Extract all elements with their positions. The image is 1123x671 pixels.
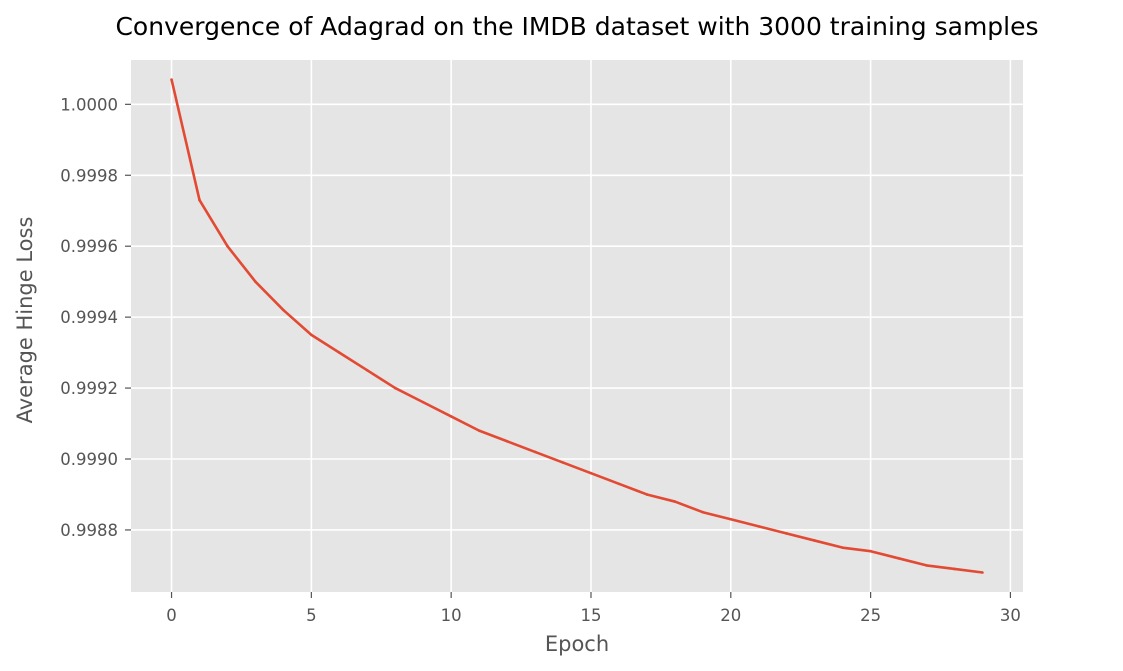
data-point (393, 386, 397, 390)
data-point (897, 557, 900, 560)
x-tick-label: 25 (860, 606, 881, 625)
data-point (198, 198, 201, 202)
plot-area (131, 60, 1023, 592)
data-point (477, 429, 481, 432)
grid (131, 60, 1023, 592)
data-point (282, 308, 285, 312)
data-point (841, 546, 844, 549)
x-tick-label: 10 (441, 606, 462, 625)
data-point (505, 439, 509, 443)
data-point (310, 333, 313, 337)
data-point (617, 482, 621, 486)
data-point (533, 450, 537, 454)
data-point (226, 244, 229, 248)
series-layer (170, 78, 984, 574)
data-point (925, 564, 928, 567)
y-tick-label: 0.9994 (60, 308, 118, 327)
y-tick-label: 0.9990 (60, 450, 118, 469)
y-tick-label: 0.9996 (60, 237, 118, 256)
data-point (170, 78, 173, 81)
data-point (981, 571, 984, 574)
y-axis: 0.9988 0.9990 0.9992 0.9994 0.9996 0.9998 1.00… (60, 95, 131, 540)
x-tick-label: 20 (720, 606, 741, 625)
y-tick-label: 0.9998 (60, 166, 118, 185)
data-point (589, 471, 593, 475)
data-point (813, 539, 816, 542)
x-axis-label: Epoch (545, 632, 609, 656)
x-axis: 0 5 10 15 20 25 30 (166, 592, 1021, 625)
data-point (869, 549, 872, 553)
series-line (170, 79, 983, 574)
data-point (561, 461, 565, 464)
data-point (701, 510, 705, 514)
data-point (338, 351, 341, 354)
x-tick-label: 15 (580, 606, 601, 625)
y-tick-label: 0.9992 (60, 379, 118, 398)
data-point (757, 525, 761, 528)
data-point (785, 532, 789, 535)
data-point (673, 500, 677, 503)
data-point (729, 517, 733, 521)
y-tick-label: 1.0000 (60, 95, 118, 114)
data-point (645, 493, 649, 496)
data-point (365, 369, 369, 372)
x-tick-label: 0 (166, 606, 177, 625)
x-tick-label: 30 (1000, 606, 1021, 625)
data-point (254, 280, 257, 283)
data-point (449, 415, 453, 418)
chart-title: Convergence of Adagrad on the IMDB datas… (115, 12, 1038, 41)
y-tick-label: 0.9988 (60, 521, 118, 540)
data-point (421, 400, 425, 404)
data-point (953, 567, 956, 571)
x-tick-label: 5 (306, 606, 317, 625)
y-axis-label: Average Hinge Loss (13, 217, 37, 424)
